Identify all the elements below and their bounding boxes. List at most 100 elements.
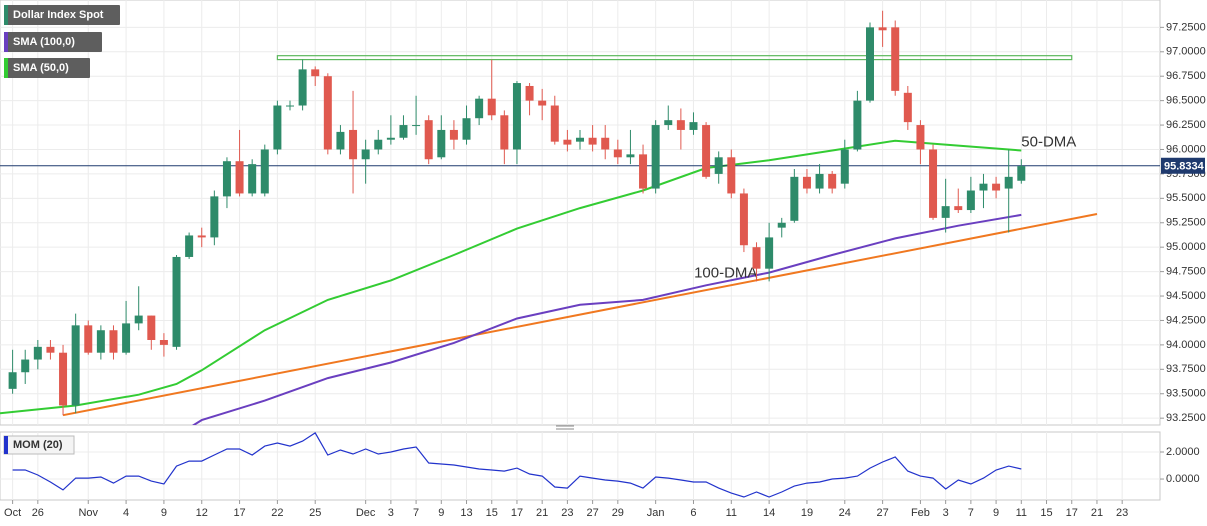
candle-body: [1017, 166, 1026, 181]
x-tick-label: 7: [413, 507, 419, 519]
legend-label: Dollar Index Spot: [13, 9, 104, 21]
candle-body: [916, 125, 925, 150]
legend-box: [4, 58, 90, 78]
y-tick-label: 94.0000: [1166, 339, 1206, 351]
x-tick-label: 23: [1116, 507, 1128, 519]
candle-body: [134, 315, 143, 324]
candle-body: [222, 161, 231, 197]
legend-swatch: [4, 5, 8, 25]
candle-body: [966, 190, 975, 211]
candle-body: [538, 100, 547, 106]
y-tick-label: 95.2500: [1166, 217, 1206, 229]
x-tick-label: 13: [460, 507, 472, 519]
x-tick-label: 27: [586, 507, 598, 519]
mom-panel: [0, 431, 1161, 501]
candle-body: [601, 137, 610, 150]
candle-body: [33, 346, 42, 360]
y-tick-label: 93.7500: [1166, 363, 1206, 375]
candle-body: [714, 157, 723, 174]
candle-body: [84, 325, 93, 353]
panel-divider-handle: [556, 425, 574, 430]
candle-body: [979, 183, 988, 191]
candle-body: [159, 340, 168, 345]
candle-body: [71, 325, 80, 406]
legend-swatch: [4, 436, 8, 454]
candle-body: [323, 76, 332, 150]
last-price-tag: [1161, 157, 1205, 174]
candle-body: [361, 149, 370, 160]
x-tick-label: 22: [271, 507, 283, 519]
x-tick-label: 17: [511, 507, 523, 519]
candle-body: [664, 120, 673, 126]
candle-body: [311, 69, 320, 77]
candle-body: [802, 176, 811, 189]
x-tick-label: 17: [233, 507, 245, 519]
y-tick-label: 93.5000: [1166, 388, 1206, 400]
candle-body: [437, 129, 446, 158]
candle-body: [613, 149, 622, 158]
sma-line: [0, 139, 1022, 415]
x-tick-label: 3: [388, 507, 394, 519]
y-tick-label: 97.0000: [1166, 46, 1206, 58]
legend-box: [4, 5, 120, 25]
candle-body: [727, 157, 736, 194]
trendline: [62, 213, 1098, 417]
candle-body: [21, 359, 30, 373]
x-tick-label: 7: [968, 507, 974, 519]
sma-annotation: 100-DMA: [694, 264, 757, 281]
x-tick-label: 21: [1091, 507, 1103, 519]
candle-body: [739, 193, 748, 246]
candle-body: [563, 139, 572, 145]
candle-body: [828, 173, 837, 189]
candle-body: [248, 164, 257, 194]
candle-body: [374, 139, 383, 150]
candle-body: [46, 346, 55, 353]
candle-body: [412, 125, 421, 127]
candle-body: [878, 27, 887, 31]
x-tick-label: 6: [690, 507, 696, 519]
candle-body: [386, 137, 395, 140]
candle-body: [790, 176, 799, 221]
candle-body: [815, 173, 824, 189]
x-tick-label: 9: [438, 507, 444, 519]
x-tick-label: Oct: [4, 507, 21, 519]
candle-body: [1004, 176, 1013, 189]
candle-body: [752, 247, 761, 269]
x-tick-label: Nov: [78, 507, 98, 519]
y-tick-label: 97.2500: [1166, 21, 1206, 33]
candle-body: [550, 105, 559, 142]
x-tick-label: 11: [726, 507, 737, 519]
y-tick-label: 94.7500: [1166, 266, 1206, 278]
y-tick-label: 2.0000: [1166, 446, 1200, 458]
candle-body: [525, 85, 534, 101]
candle-body: [475, 98, 484, 119]
candle-body: [941, 206, 950, 218]
legend-swatch: [4, 32, 8, 52]
x-tick-label: 4: [123, 507, 129, 519]
main-plot: 100-DMA 50-DMA: [0, 10, 1160, 425]
candle-body: [147, 315, 156, 340]
candle-body: [424, 120, 433, 160]
legend-box: [4, 32, 102, 52]
candle-body: [702, 125, 711, 177]
x-tick-label: 17: [1066, 507, 1078, 519]
x-tick-label: 15: [486, 507, 498, 519]
x-tick-label: 19: [801, 507, 813, 519]
candle-body: [576, 137, 584, 142]
candle-body: [122, 323, 131, 353]
y-tick-label: 0.0000: [1166, 473, 1200, 485]
sma-line: [191, 213, 1022, 425]
x-tick-label: Feb: [911, 507, 930, 519]
last-price-label: 95.8334: [1164, 161, 1205, 173]
x-tick-label: 15: [1040, 507, 1052, 519]
x-tick-label: 3: [943, 507, 949, 519]
candle-body: [109, 330, 118, 353]
candle-body: [96, 330, 105, 353]
candle-body: [866, 27, 874, 101]
candle-body: [903, 92, 912, 123]
candle-body: [992, 183, 1001, 191]
candle-body: [449, 129, 458, 140]
candle-body: [676, 120, 685, 130]
grid: [0, 0, 1160, 500]
